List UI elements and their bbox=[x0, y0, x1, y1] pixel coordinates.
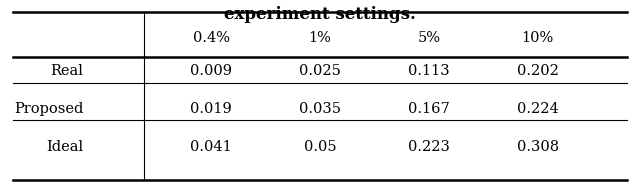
Text: 0.202: 0.202 bbox=[516, 64, 559, 78]
Text: 0.019: 0.019 bbox=[190, 102, 232, 116]
Text: Real: Real bbox=[51, 64, 83, 78]
Text: 0.041: 0.041 bbox=[190, 140, 232, 154]
Text: 0.009: 0.009 bbox=[190, 64, 232, 78]
Text: 5%: 5% bbox=[417, 31, 440, 45]
Text: 1%: 1% bbox=[308, 31, 332, 45]
Text: 0.025: 0.025 bbox=[299, 64, 341, 78]
Text: 0.4%: 0.4% bbox=[193, 31, 230, 45]
Text: experiment settings.: experiment settings. bbox=[224, 6, 416, 23]
Text: 0.113: 0.113 bbox=[408, 64, 450, 78]
Text: 0.308: 0.308 bbox=[516, 140, 559, 154]
Text: Proposed: Proposed bbox=[14, 102, 83, 116]
Text: 0.224: 0.224 bbox=[516, 102, 559, 116]
Text: 0.223: 0.223 bbox=[408, 140, 450, 154]
Text: 0.05: 0.05 bbox=[304, 140, 336, 154]
Text: 0.035: 0.035 bbox=[299, 102, 341, 116]
Text: 0.167: 0.167 bbox=[408, 102, 450, 116]
Text: Ideal: Ideal bbox=[46, 140, 83, 154]
Text: 10%: 10% bbox=[522, 31, 554, 45]
